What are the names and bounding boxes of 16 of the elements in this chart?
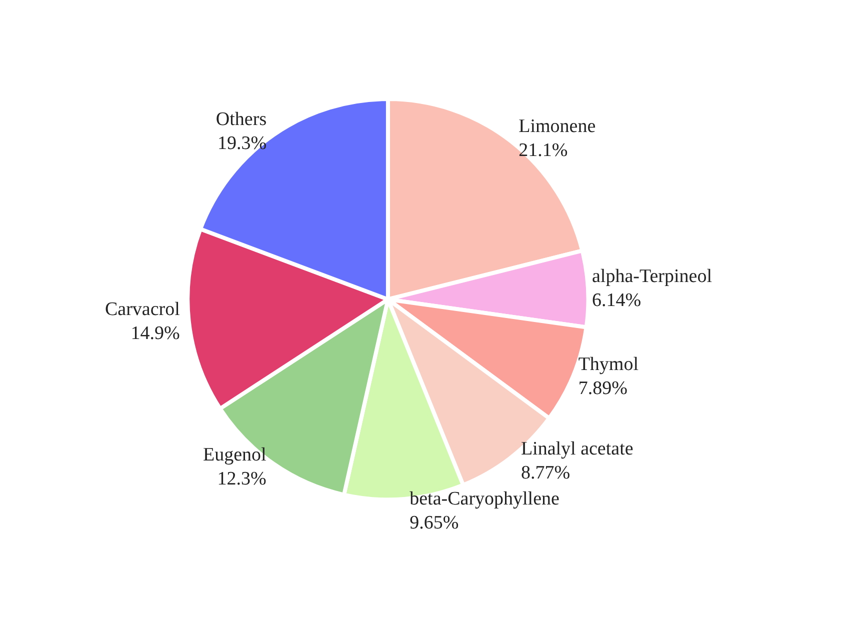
slice-label: Thymol: [578, 354, 638, 376]
data-label: 7.89%: [578, 378, 628, 400]
data-label: 6.14%: [592, 290, 642, 312]
data-label: 8.77%: [520, 462, 570, 484]
slice-label: alpha-Terpineol: [592, 266, 712, 288]
data-label: 21.1%: [518, 140, 568, 161]
data-label: 9.65%: [410, 512, 459, 534]
data-label: 12.3%: [217, 468, 266, 490]
slice-label: Linalyl acetate: [520, 438, 634, 460]
data-label: 19.3%: [218, 132, 267, 154]
slice-label: beta-Caryophyllene: [410, 488, 560, 510]
slice-label: Eugenol: [202, 444, 266, 466]
data-label: 14.9%: [130, 323, 180, 344]
slice-label: Limonene: [518, 116, 596, 137]
slice-label: Carvacrol: [104, 299, 180, 320]
slice-label: Others: [216, 108, 267, 130]
